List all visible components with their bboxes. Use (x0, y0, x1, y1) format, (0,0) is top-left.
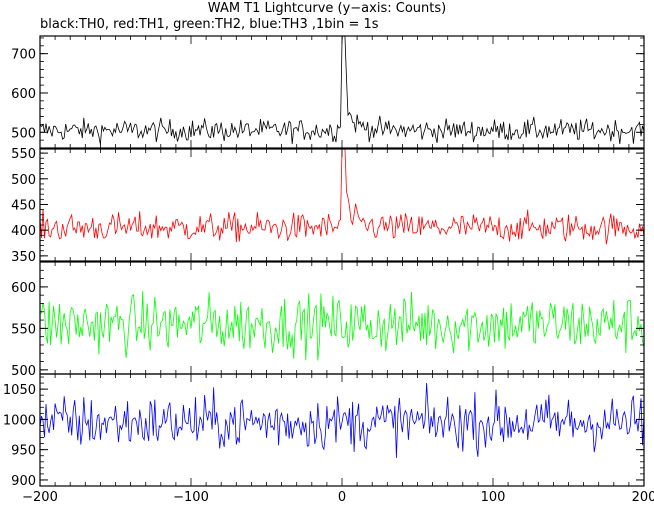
x-tick-label: 100 (481, 490, 506, 505)
y-tick-label: 500 (11, 364, 36, 379)
y-tick-label: 500 (11, 126, 36, 141)
series-th2 (40, 291, 644, 361)
y-tick-label: 550 (11, 147, 36, 162)
y-tick-label: 1000 (3, 413, 36, 428)
y-tick-label: 700 (11, 48, 36, 63)
y-tick-label: 450 (11, 198, 36, 213)
panel-th3: 900 950 1000 1050 (3, 373, 645, 489)
y-tick-label: 500 (11, 173, 36, 188)
series-th3 (40, 382, 644, 458)
y-tick-label: 400 (11, 224, 36, 239)
panel-frame (39, 373, 645, 487)
y-tick-label: 900 (11, 474, 36, 489)
y-tick-label: 600 (11, 281, 36, 296)
panel-th0: 500 600 700 (11, 35, 645, 149)
y-tick-label: 600 (11, 87, 36, 102)
y-tick-label: 950 (11, 444, 36, 459)
x-tick-label: −100 (173, 490, 209, 505)
x-tick-label: 0 (338, 490, 346, 505)
x-tick-label: 200 (632, 490, 654, 505)
y-tick-label: 350 (11, 250, 36, 265)
chart-title: WAM T1 Lightcurve (y−axis: Counts) (207, 1, 447, 16)
chart-subtitle: black:TH0, red:TH1, green:TH2, blue:TH3 … (40, 17, 379, 32)
y-tick-label: 550 (11, 322, 36, 337)
panel-th2: 500 550 600 (11, 261, 645, 379)
x-tick-label: −200 (22, 490, 58, 505)
y-tick-label: 1050 (3, 383, 36, 398)
panel-th1: 350 400 450 500 550 (11, 147, 645, 265)
